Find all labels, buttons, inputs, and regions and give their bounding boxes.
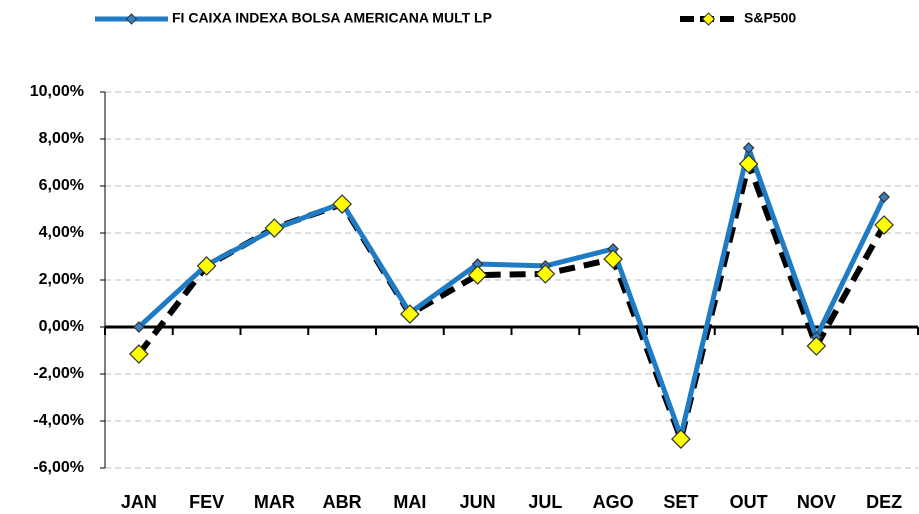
- legend-marker: [701, 12, 716, 26]
- x-tick-label: JUL: [528, 492, 562, 512]
- series-marker: [400, 304, 420, 324]
- x-tick-label: OUT: [730, 492, 768, 512]
- series-marker: [742, 142, 755, 154]
- y-tick-label: 10,00%: [30, 83, 84, 100]
- x-tick-label: MAR: [254, 492, 295, 512]
- y-tick-label: -4,00%: [33, 412, 84, 429]
- series-marker: [535, 264, 556, 284]
- legend-label: S&P500: [744, 10, 796, 26]
- series-marker: [264, 218, 285, 238]
- y-tick-label: -6,00%: [33, 459, 84, 476]
- y-tick-label: 0,00%: [39, 318, 84, 335]
- series-marker: [133, 321, 145, 333]
- y-tick-label: 8,00%: [39, 130, 84, 147]
- y-tick-label: 6,00%: [39, 177, 84, 194]
- legend-label: FI CAIXA INDEXA BOLSA AMERICANA MULT LP: [172, 10, 492, 26]
- series-marker: [671, 429, 691, 449]
- series-line: [137, 145, 887, 439]
- series-marker: [129, 344, 149, 364]
- x-tick-label: FEV: [189, 492, 224, 512]
- y-tick-label: -2,00%: [33, 365, 84, 382]
- x-tick-label: AGO: [593, 492, 634, 512]
- y-tick-label: 2,00%: [39, 271, 84, 288]
- series-marker: [874, 215, 894, 235]
- series-marker: [738, 154, 759, 174]
- series-line: [136, 160, 887, 443]
- x-tick-label: DEZ: [866, 492, 902, 512]
- series-marker: [332, 194, 352, 214]
- y-tick-label: 4,00%: [39, 224, 84, 241]
- legend-marker: [125, 13, 138, 25]
- series-marker: [878, 191, 890, 203]
- x-tick-label: SET: [663, 492, 698, 512]
- x-tick-label: MAI: [393, 492, 426, 512]
- x-tick-label: ABR: [323, 492, 362, 512]
- series-marker: [467, 265, 488, 285]
- x-tick-label: JUN: [460, 492, 496, 512]
- x-tick-label: NOV: [797, 492, 836, 512]
- series-marker: [603, 249, 623, 269]
- series-marker: [196, 256, 217, 276]
- x-tick-label: JAN: [121, 492, 157, 512]
- series-marker: [806, 336, 827, 356]
